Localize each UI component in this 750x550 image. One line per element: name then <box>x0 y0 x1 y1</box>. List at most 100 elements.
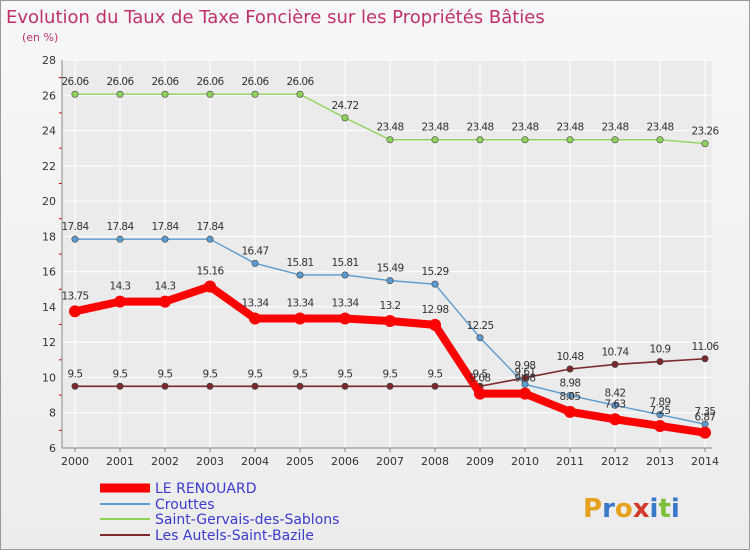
chart-title: Evolution du Taux de Taxe Foncière sur l… <box>6 7 545 28</box>
data-point <box>699 426 711 439</box>
data-label: 17.84 <box>196 221 224 233</box>
x-tick-label: 2011 <box>556 455 584 468</box>
data-label: 23.48 <box>466 122 493 134</box>
data-point <box>656 358 664 366</box>
x-tick-label: 2009 <box>466 455 494 468</box>
data-point <box>431 136 439 144</box>
data-label: 12.25 <box>466 320 493 332</box>
data-label: 9.5 <box>293 368 308 380</box>
data-point <box>116 90 124 98</box>
data-point <box>341 382 349 390</box>
y-tick-label: 16 <box>42 266 56 279</box>
data-point <box>656 411 664 419</box>
data-point <box>519 387 531 400</box>
data-label: 7.35 <box>695 406 716 418</box>
chart-subtitle: (en %) <box>22 31 58 44</box>
data-point <box>251 259 259 267</box>
data-label: 15.49 <box>376 263 403 275</box>
x-tick-label: 2013 <box>646 455 674 468</box>
data-label: 15.81 <box>331 257 358 269</box>
data-label: 13.34 <box>286 298 314 310</box>
data-label: 15.29 <box>421 266 448 278</box>
data-label: 7.25 <box>650 405 671 417</box>
y-tick-label: 18 <box>42 230 56 243</box>
data-point <box>521 136 529 144</box>
legend-label: LE RENOUARD <box>155 481 257 497</box>
data-point <box>206 235 214 243</box>
x-tick-label: 2002 <box>151 455 179 468</box>
data-point <box>386 382 394 390</box>
data-label: 8.98 <box>560 377 581 389</box>
data-label: 9.5 <box>338 368 353 380</box>
data-label: 13.34 <box>241 298 269 310</box>
data-point <box>294 312 306 325</box>
x-tick-label: 2006 <box>331 455 359 468</box>
data-label: 9.5 <box>68 368 83 380</box>
data-label: 11.06 <box>691 341 719 353</box>
data-point <box>521 380 529 388</box>
data-point <box>69 305 81 318</box>
data-label: 14.3 <box>110 281 131 293</box>
data-label: 10.9 <box>650 344 671 356</box>
data-label: 26.06 <box>241 76 269 88</box>
data-point <box>114 295 126 308</box>
data-label: 9.08 <box>470 373 491 385</box>
data-point <box>341 114 349 122</box>
data-label: 7.89 <box>650 397 671 409</box>
data-point <box>71 382 79 390</box>
data-point <box>386 277 394 285</box>
data-point <box>251 90 259 98</box>
data-point <box>206 90 214 98</box>
data-point <box>609 413 621 426</box>
data-label: 9.08 <box>515 373 536 385</box>
data-point <box>339 312 351 325</box>
x-tick-label: 2012 <box>601 455 629 468</box>
data-point <box>476 334 484 342</box>
data-point <box>564 405 576 418</box>
data-point <box>701 355 709 363</box>
data-label: 9.5 <box>158 368 173 380</box>
data-label: 15.16 <box>196 265 224 277</box>
data-label: 26.06 <box>286 76 314 88</box>
data-label: 26.06 <box>61 76 89 88</box>
data-label: 15.81 <box>286 257 313 269</box>
data-label: 17.84 <box>151 221 179 233</box>
data-point <box>296 90 304 98</box>
data-point <box>161 235 169 243</box>
data-label: 6.87 <box>695 412 716 424</box>
x-tick-label: 2008 <box>421 455 449 468</box>
data-point <box>341 271 349 279</box>
data-point <box>474 387 486 400</box>
plot-background <box>62 60 712 448</box>
proxiti-logo: Proxiti <box>583 494 680 524</box>
data-point <box>654 419 666 432</box>
y-tick-label: 24 <box>42 125 56 138</box>
data-label: 24.72 <box>331 100 358 112</box>
x-tick-label: 2003 <box>196 455 224 468</box>
data-point <box>296 271 304 279</box>
series-0: 13.75 14.3 14.3 15.16 13.34 13.34 13.34 13.2 12.… <box>61 265 716 439</box>
data-label: 26.06 <box>196 76 224 88</box>
data-label: 17.84 <box>106 221 134 233</box>
data-label: 8.42 <box>605 387 626 399</box>
data-point <box>656 136 664 144</box>
legend-label: Crouttes <box>155 497 215 513</box>
data-point <box>161 90 169 98</box>
series-1: 17.84 17.84 17.84 17.84 16.47 15.81 15.81 15.49… <box>61 221 716 428</box>
x-tick-label: 2014 <box>691 455 719 468</box>
x-tick-label: 2001 <box>106 455 134 468</box>
data-label: 9.5 <box>113 368 128 380</box>
data-point <box>611 136 619 144</box>
data-point <box>249 312 261 325</box>
data-point <box>431 280 439 288</box>
y-tick-label: 20 <box>42 195 56 208</box>
data-point <box>71 235 79 243</box>
data-point <box>159 295 171 308</box>
y-tick-label: 10 <box>42 371 56 384</box>
y-tick-label: 8 <box>49 407 56 420</box>
data-point <box>566 391 574 399</box>
data-label: 23.48 <box>421 122 448 134</box>
data-label: 9.5 <box>203 368 218 380</box>
data-label: 23.48 <box>646 122 673 134</box>
data-point <box>611 360 619 368</box>
